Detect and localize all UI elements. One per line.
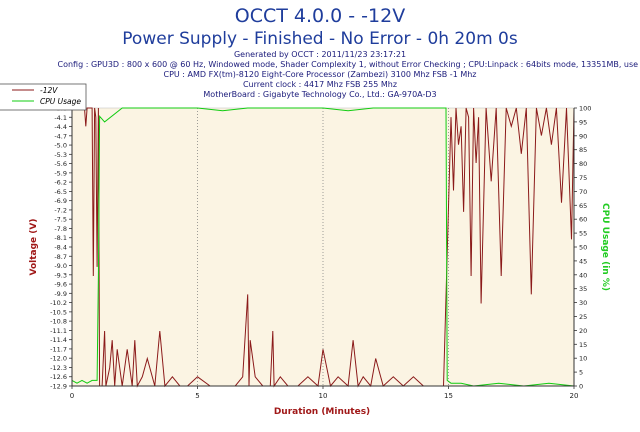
- x-tick-label: 10: [319, 392, 328, 400]
- y-tick-label: -7.2: [54, 206, 67, 214]
- y2-tick-label: 50: [579, 244, 587, 252]
- x-axis-ticks: 0 5 10 15 20: [70, 386, 579, 400]
- y-tick-label: -11.7: [50, 345, 67, 353]
- y-tick-label: -8.7: [54, 253, 67, 261]
- y-axis-label: Voltage (V): [29, 219, 39, 276]
- y-axis-ticks: -3.8-4.1-4.4-4.7-5.0-5.3-5.6-5.9-6.2-6.5…: [50, 105, 72, 391]
- y-tick-label: -6.2: [54, 179, 67, 187]
- y-tick-label: -12.3: [50, 364, 67, 372]
- y2-tick-label: 0: [579, 383, 583, 391]
- y2-tick-label: 40: [579, 271, 587, 279]
- y2-tick-label: 45: [579, 257, 587, 265]
- y-tick-label: -10.8: [50, 318, 67, 326]
- info-clock: Current clock : 4417 Mhz FSB 255 Mhz: [243, 80, 397, 89]
- y-tick-label: -12.6: [50, 373, 67, 381]
- y2-tick-label: 10: [579, 355, 587, 363]
- y-tick-label: -10.2: [50, 299, 67, 307]
- x-tick-label: 15: [444, 392, 453, 400]
- y-tick-label: -4.4: [54, 123, 67, 131]
- y2-tick-label: 5: [579, 369, 583, 377]
- y2-tick-label: 15: [579, 341, 587, 349]
- y-tick-label: -7.5: [54, 216, 67, 224]
- y-tick-label: -4.1: [54, 114, 67, 122]
- x-tick-label: 20: [570, 392, 579, 400]
- y-tick-label: -4.7: [54, 132, 67, 140]
- y2-tick-label: 100: [579, 105, 591, 113]
- y-tick-label: -9.6: [54, 281, 67, 289]
- y-tick-label: -12.9: [50, 383, 67, 391]
- y2-axis-label: CPU Usage (in %): [600, 203, 610, 291]
- y-tick-label: -6.5: [54, 188, 67, 196]
- legend: -12V CPU Usage: [0, 84, 86, 110]
- info-generated: Generated by OCCT : 2011/11/23 23:17:21: [234, 50, 406, 59]
- y-tick-label: -5.9: [54, 169, 67, 177]
- y-tick-label: -8.4: [54, 244, 67, 252]
- y2-tick-label: 60: [579, 216, 587, 224]
- y-tick-label: -8.1: [54, 234, 67, 242]
- y-tick-label: -9.0: [54, 262, 67, 270]
- y2-axis-ticks: 1009590858075706560555045403530252015105…: [574, 105, 591, 391]
- legend-label-cpu: CPU Usage: [40, 97, 81, 106]
- legend-label-voltage: -12V: [40, 86, 58, 95]
- y-tick-label: -5.6: [54, 160, 67, 168]
- x-tick-label: 5: [195, 392, 199, 400]
- y2-tick-label: 20: [579, 327, 587, 335]
- info-cpu: CPU : AMD FX(tm)-8120 Eight-Core Process…: [163, 70, 476, 79]
- y-tick-label: -9.9: [54, 290, 67, 298]
- y2-tick-label: 70: [579, 188, 587, 196]
- x-tick-label: 0: [70, 392, 74, 400]
- y2-tick-label: 25: [579, 313, 587, 321]
- y2-tick-label: 65: [579, 202, 587, 210]
- y2-tick-label: 30: [579, 299, 587, 307]
- chart-subtitle: Power Supply - Finished - No Error - 0h …: [122, 29, 518, 49]
- y-tick-label: -11.1: [50, 327, 67, 335]
- chart-title: OCCT 4.0.0 - -12V: [235, 5, 405, 27]
- y2-tick-label: 75: [579, 174, 587, 182]
- y-tick-label: -10.5: [50, 308, 67, 316]
- y2-tick-label: 55: [579, 230, 587, 238]
- y-tick-label: -7.8: [54, 225, 67, 233]
- y-tick-label: -11.4: [50, 336, 67, 344]
- y2-tick-label: 80: [579, 160, 587, 168]
- y-tick-label: -5.0: [54, 142, 67, 150]
- chart-header: OCCT 4.0.0 - -12V Power Supply - Finishe…: [58, 5, 640, 99]
- y2-tick-label: 95: [579, 118, 587, 126]
- x-axis-label: Duration (Minutes): [274, 407, 370, 417]
- y-tick-label: -5.3: [54, 151, 67, 159]
- y-tick-label: -6.9: [54, 197, 67, 205]
- y-tick-label: -9.3: [54, 271, 67, 279]
- y-tick-label: -12.0: [50, 355, 67, 363]
- info-motherboard: MotherBoard : Gigabyte Technology Co., L…: [203, 90, 436, 99]
- info-config: Config : GPU3D : 800 x 600 @ 60 Hz, Wind…: [58, 60, 640, 69]
- y2-tick-label: 85: [579, 146, 587, 154]
- y2-tick-label: 90: [579, 132, 587, 140]
- y2-tick-label: 35: [579, 285, 587, 293]
